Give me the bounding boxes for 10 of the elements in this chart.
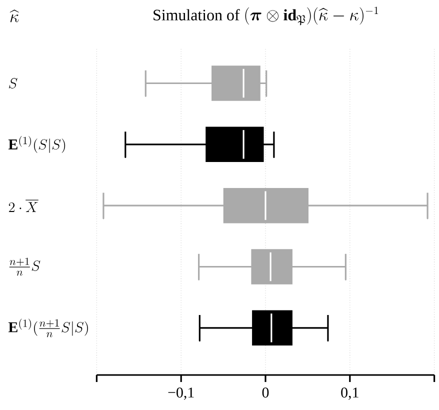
- x-tick-label: −0,1: [168, 387, 194, 400]
- y-tick-label: $\mathbf{E}^{(1)}(\frac{n+1}{n}S|S)$: [8, 318, 88, 338]
- y-tick-label: $\mathbf{E}^{(1)}(S|S)$: [8, 136, 66, 153]
- y-tick-label: $S$: [8, 78, 18, 88]
- y-tick-label: $2\cdot\overline{X}$: [8, 200, 38, 212]
- y-axis-title: $\widehat{\kappa}$: [10, 10, 19, 22]
- x-tick-label: 0,1: [341, 387, 358, 400]
- y-tick-label: $\frac{n+1}{n}S$: [9, 258, 40, 276]
- x-tick-label: 0: [262, 387, 269, 398]
- chart-title: $\text{Simulation of }(\boldsymbol{\pi}\otimes\mathbf{id}_{\mathfrak{P}})(\widehat{\kappa}-\kappa)^{-1}$: [154, 6, 378, 26]
